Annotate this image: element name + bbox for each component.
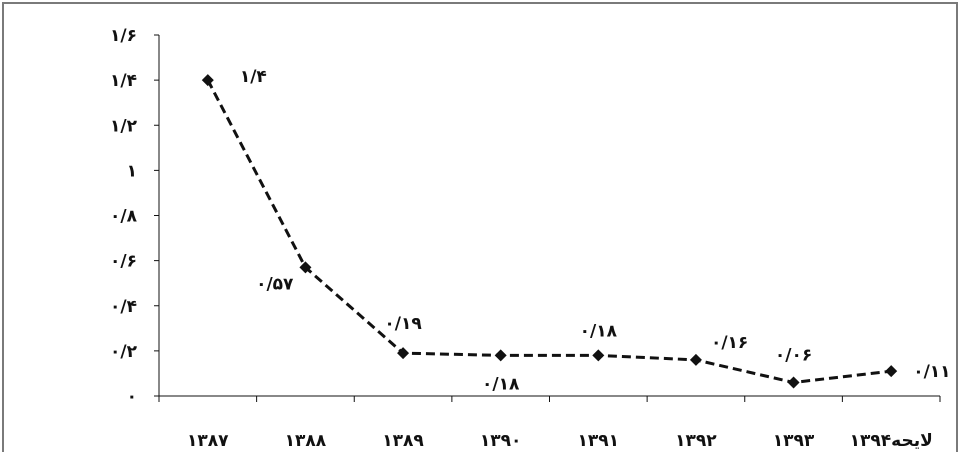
data-point-marker bbox=[592, 349, 605, 362]
data-label: ۰/۵۷ bbox=[256, 274, 294, 294]
data-point-marker bbox=[397, 347, 410, 360]
y-tick-label: ۰/۴ bbox=[110, 297, 137, 317]
y-tick-label: ۰/۲ bbox=[110, 342, 138, 362]
data-label: ۰/۱۸ bbox=[482, 374, 520, 394]
data-point-marker bbox=[787, 376, 800, 389]
data-point-marker bbox=[201, 74, 214, 87]
data-label: ۰/۱۶ bbox=[711, 333, 748, 353]
data-point-marker bbox=[689, 353, 702, 366]
y-tick-label: ۰ bbox=[127, 387, 137, 407]
axes bbox=[154, 34, 941, 402]
y-tick-label: ۱ bbox=[127, 161, 137, 181]
x-axis-tick-labels: ۱۳۸۷ ۱۳۸۸ ۱۳۸۹ ۱۳۹۰ ۱۳۹۱ ۱۳۹۲ ۱۳۹۳ ۱۳۹۴لایحه bbox=[187, 431, 933, 451]
x-tick-label: ۱۳۹۰ bbox=[480, 431, 522, 451]
data-label: ۰/۱۸ bbox=[580, 321, 618, 341]
x-tick-label: ۱۳۸۹ bbox=[382, 431, 424, 451]
series-line-path bbox=[206, 79, 892, 384]
data-point-marker bbox=[494, 349, 507, 362]
y-tick-label: ۱/۶ bbox=[110, 26, 137, 46]
data-point-marker bbox=[299, 261, 312, 274]
series-line bbox=[206, 79, 892, 384]
y-tick-label: ۱/۴ bbox=[110, 71, 137, 91]
x-tick-label: ۱۳۹۱ bbox=[578, 431, 620, 451]
x-tick-label: ۱۳۸۷ bbox=[187, 431, 229, 451]
y-axis-tick-labels: ۰ ۰/۲ ۰/۴ ۰/۶ ۰/۸ ۱ ۱/۲ ۱/۴ ۱/۶ bbox=[110, 26, 138, 407]
y-tick-label: ۰/۸ bbox=[110, 207, 138, 227]
data-point-marker bbox=[885, 365, 898, 378]
data-label: ۰/۰۶ bbox=[775, 345, 812, 365]
line-chart: ۰ ۰/۲ ۰/۴ ۰/۶ ۰/۸ ۱ ۱/۲ ۱/۴ ۱/۶ ۱۳۸۷ ۱۳۸۸ ۱۳۸۹ ۱۳۹۰… bbox=[110, 26, 951, 451]
x-tick-label: ۱۳۹۲ bbox=[675, 431, 717, 451]
data-label: ۰/۱۹ bbox=[384, 314, 422, 334]
data-points bbox=[201, 74, 898, 389]
data-label: ۰/۱۱ bbox=[913, 362, 950, 382]
y-tick-label: ۱/۲ bbox=[110, 116, 138, 136]
x-tick-label: ۱۳۹۳ bbox=[773, 431, 815, 451]
data-labels: ۱/۴ ۰/۵۷ ۰/۱۹ ۰/۱۸ ۰/۱۸ ۰/۱۶ ۰/۰۶ ۰/۱۱ bbox=[240, 67, 951, 394]
x-tick-label: ۱۳۹۴لایحه bbox=[850, 431, 933, 451]
y-tick-label: ۰/۶ bbox=[110, 252, 137, 272]
data-label: ۱/۴ bbox=[240, 67, 267, 87]
x-tick-label: ۱۳۸۸ bbox=[285, 431, 327, 451]
